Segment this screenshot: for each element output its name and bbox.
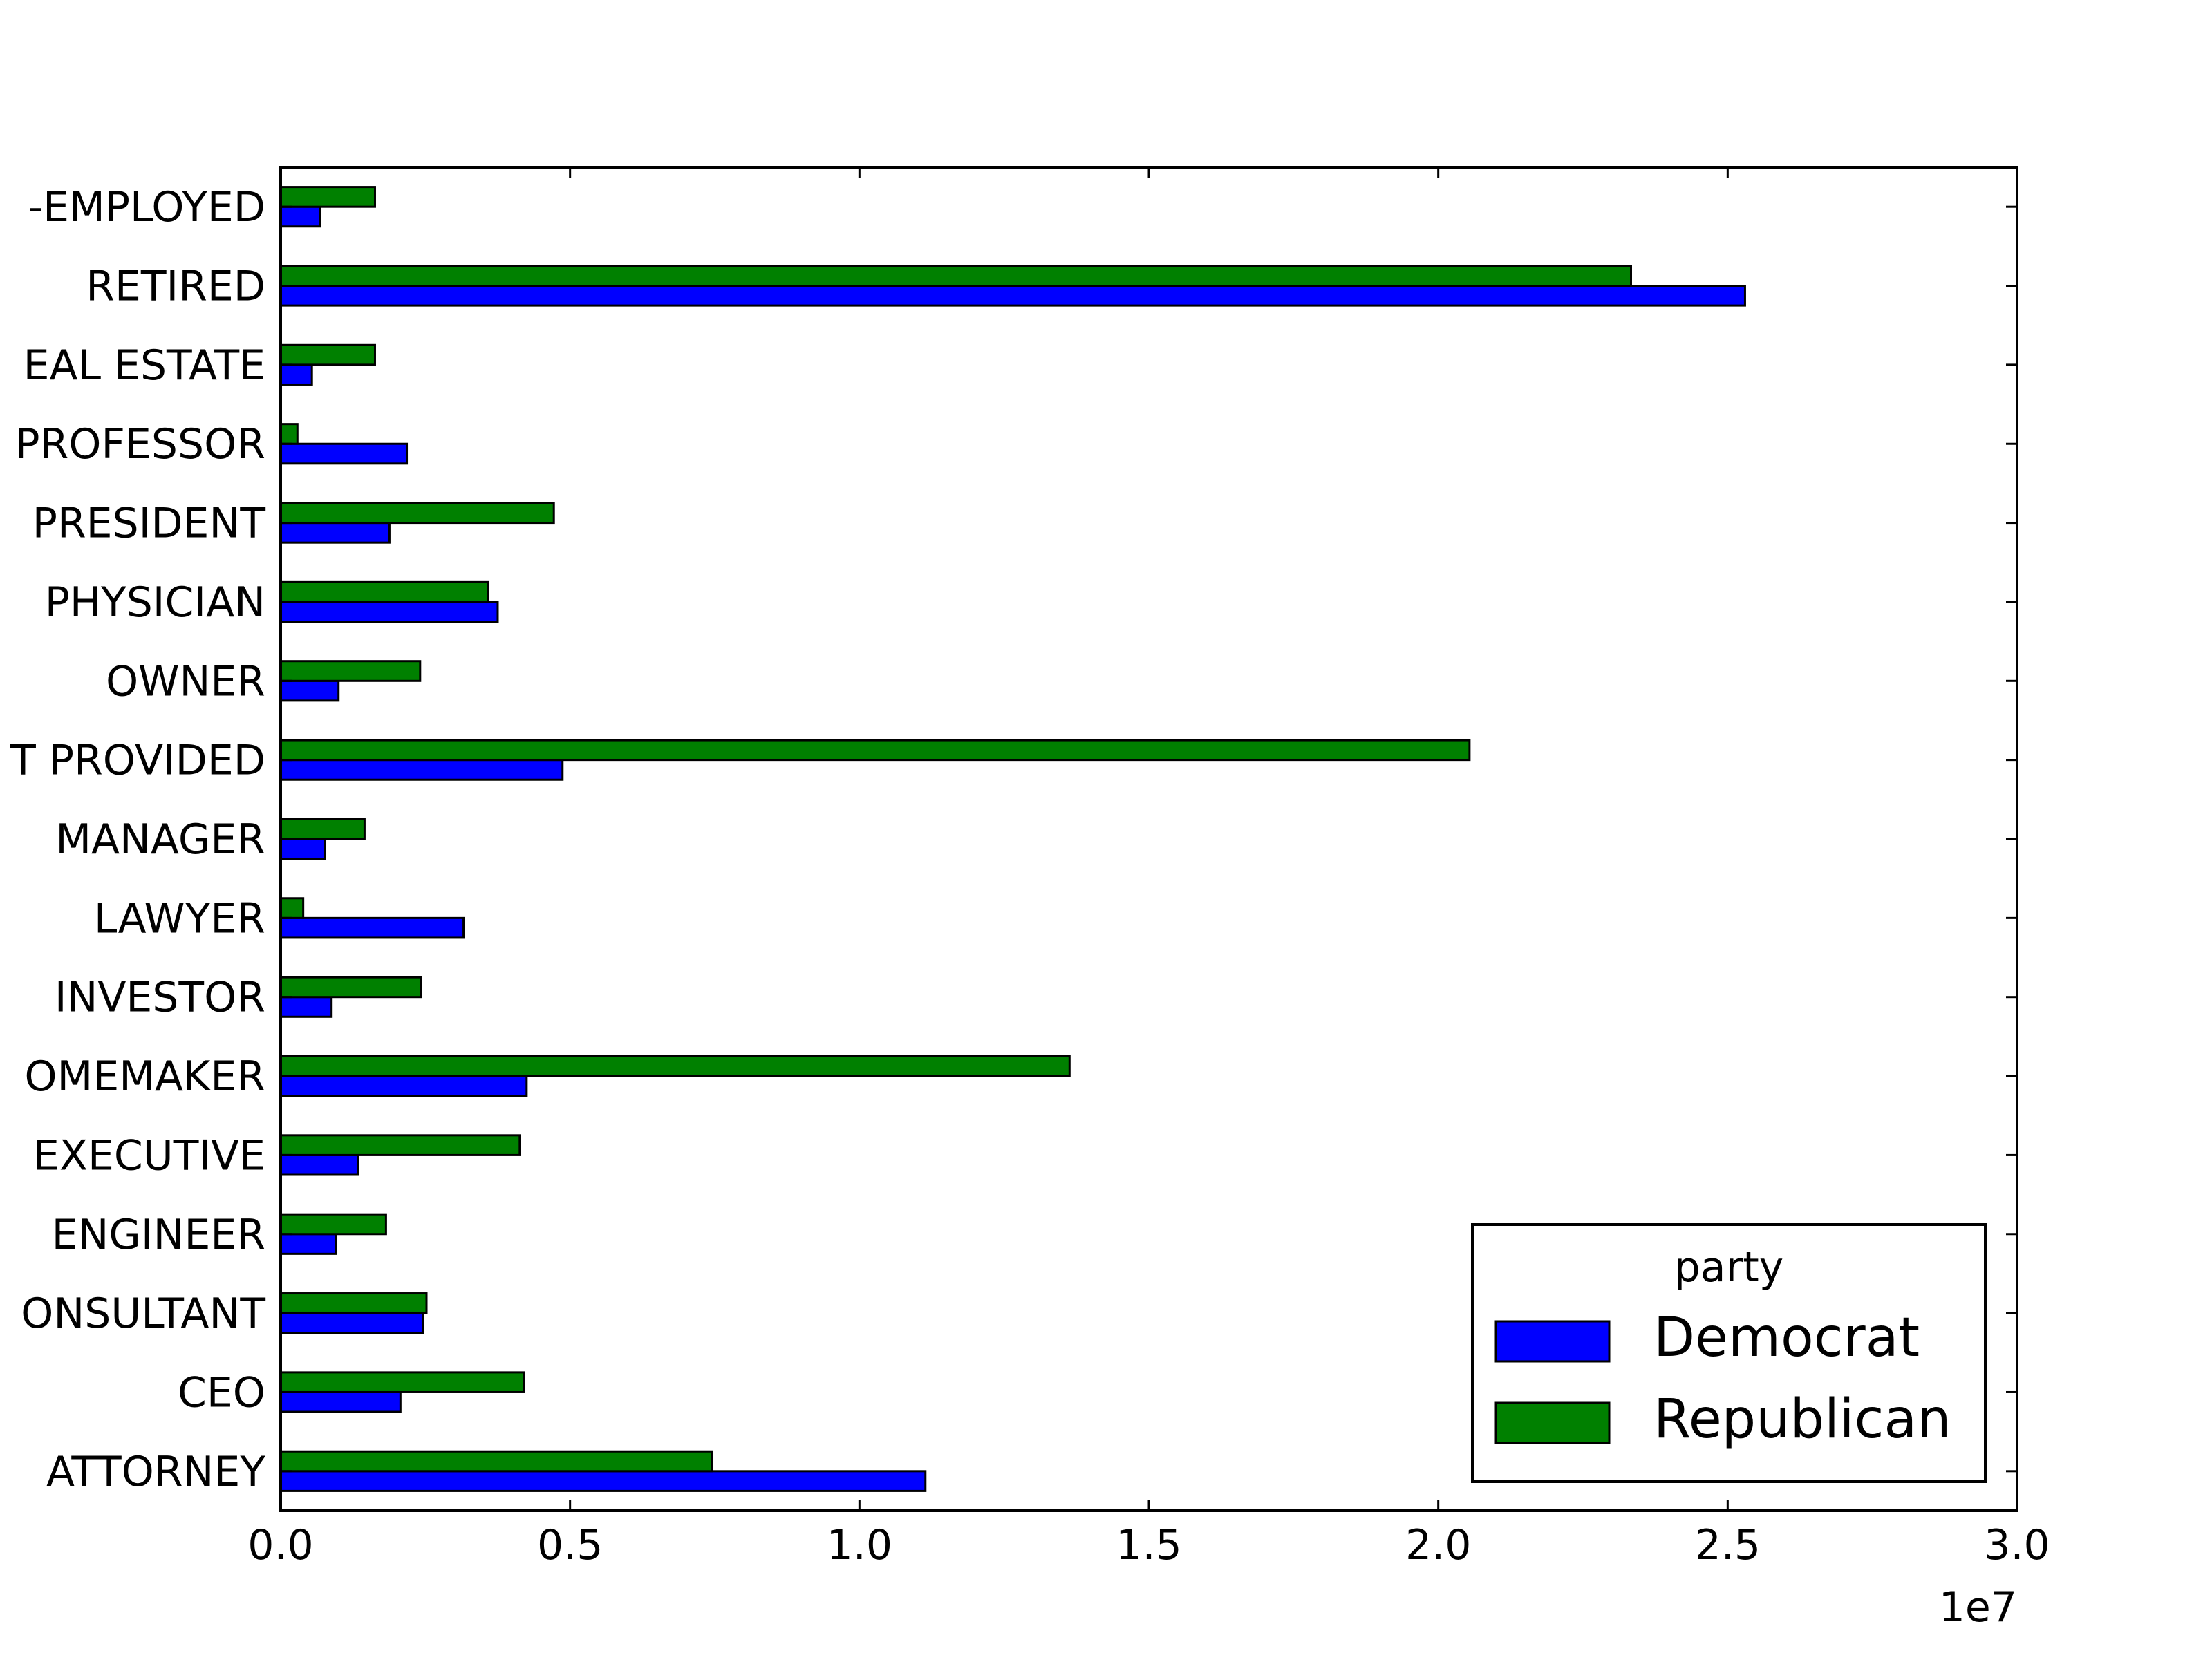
bar-republican-self-employed <box>279 186 376 208</box>
y-tick-label: EXECUTIVE <box>33 1131 265 1180</box>
y-tick-label: ATTORNEY <box>46 1448 265 1496</box>
bar-democrat-engineer <box>279 1233 337 1255</box>
bar-democrat-president <box>279 522 391 544</box>
y-tick-label: PHYSICIAN <box>45 578 265 627</box>
bar-republican-executive <box>279 1134 521 1156</box>
y-tick-label: MANAGER <box>55 815 265 864</box>
legend: party Democrat Republican <box>1471 1223 1987 1483</box>
bar-republican-real-estate <box>279 343 376 366</box>
y-tick-label: CEO <box>178 1368 265 1417</box>
y-tick-label: OMEMAKER <box>24 1052 265 1101</box>
bar-republican-consultant <box>279 1292 428 1314</box>
bar-democrat-homemaker <box>279 1075 528 1097</box>
x-tick-label: 3.0 <box>1984 1521 2050 1569</box>
bars-layer <box>279 186 1746 1492</box>
bar-republican-ceo <box>279 1371 525 1393</box>
bar-democrat-executive <box>279 1153 359 1176</box>
y-tick-label: OWNER <box>106 657 265 706</box>
legend-swatch-republican <box>1494 1401 1611 1444</box>
bar-democrat-ceo <box>279 1390 402 1413</box>
bar-democrat-physician <box>279 601 499 623</box>
bar-democrat-attorney <box>279 1470 927 1492</box>
bar-republican-physician <box>279 580 489 603</box>
x-tick-label: 0.0 <box>247 1521 313 1569</box>
bar-republican-homemaker <box>279 1055 1071 1077</box>
bar-republican-attorney <box>279 1450 713 1473</box>
x-offset-label: 1e7 <box>1939 1583 2017 1632</box>
x-tick-label: 2.5 <box>1695 1521 1761 1569</box>
legend-entries: Democrat Republican <box>1494 1307 1951 1451</box>
y-tick-label: ENGINEER <box>52 1211 265 1259</box>
y-tick-label: -EMPLOYED <box>28 183 265 232</box>
y-tick-label: LAWYER <box>94 894 265 943</box>
bar-democrat-real-estate <box>279 363 313 386</box>
bar-democrat-investor <box>279 996 333 1018</box>
bar-republican-owner <box>279 660 422 682</box>
legend-title: party <box>1674 1243 1784 1292</box>
bar-democrat-not-provided <box>279 759 564 781</box>
legend-swatch-democrat <box>1494 1320 1611 1363</box>
bar-democrat-professor <box>279 442 409 465</box>
x-tick-label: 2.0 <box>1405 1521 1471 1569</box>
bar-democrat-consultant <box>279 1312 424 1334</box>
y-tick-label: INVESTOR <box>55 974 265 1022</box>
bar-democrat-owner <box>279 679 340 702</box>
bar-republican-professor <box>279 423 299 445</box>
bar-republican-lawyer <box>279 897 305 919</box>
bar-republican-not-provided <box>279 739 1471 762</box>
y-tick-label: EAL ESTATE <box>24 341 265 390</box>
bar-republican-retired <box>279 265 1632 287</box>
y-tick-label: PRESIDENT <box>32 500 266 548</box>
bar-democrat-retired <box>279 285 1746 307</box>
y-tick-label: PROFESSOR <box>15 420 265 469</box>
bar-democrat-manager <box>279 838 326 860</box>
x-tick-label: 0.5 <box>537 1521 603 1569</box>
x-tick-label: 1.5 <box>1116 1521 1181 1569</box>
bar-democrat-lawyer <box>279 916 465 939</box>
y-tick-label: T PROVIDED <box>10 737 265 785</box>
labels-layer: 0.0 0.5 1.0 1.5 2.0 2.5 3.0 ATTORNEY CEO ONSULTAN… <box>10 183 2050 1569</box>
x-tick-label: 1.0 <box>827 1521 892 1569</box>
legend-label-democrat: Democrat <box>1653 1307 1920 1369</box>
bar-democrat-self-employed <box>279 205 321 228</box>
bar-republican-investor <box>279 976 422 999</box>
y-tick-label: ONSULTANT <box>21 1290 265 1338</box>
bar-republican-president <box>279 502 555 525</box>
bar-republican-engineer <box>279 1213 387 1236</box>
plot-frame <box>279 166 2018 1512</box>
y-tick-label: RETIRED <box>86 263 265 311</box>
legend-label-republican: Republican <box>1653 1388 1951 1451</box>
bar-republican-manager <box>279 818 366 840</box>
